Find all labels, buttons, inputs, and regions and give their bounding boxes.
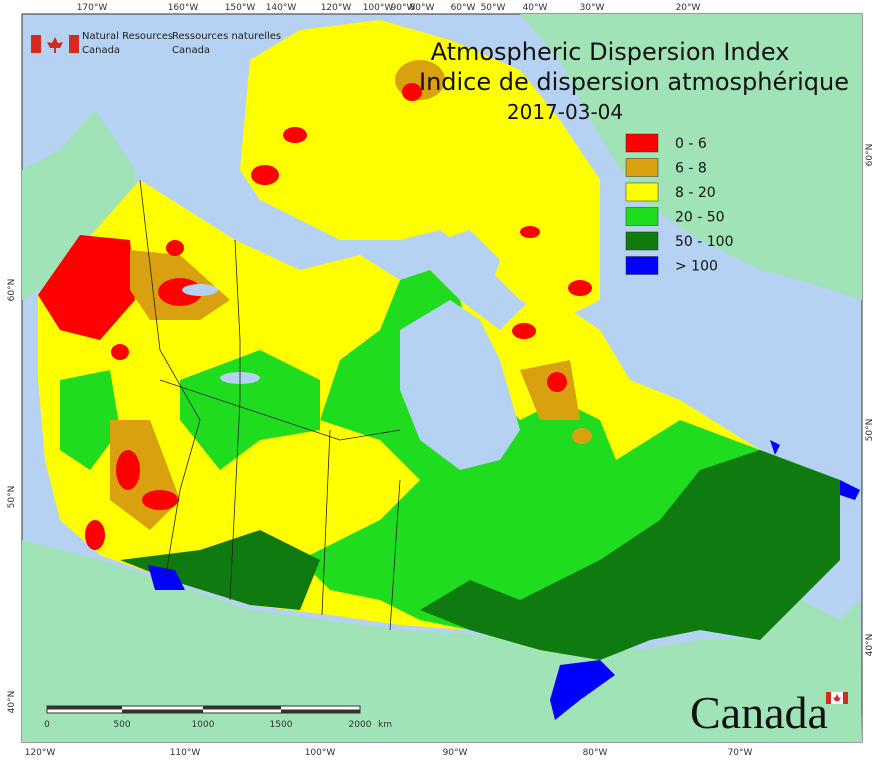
legend-label: 50 - 100 (675, 234, 734, 250)
scale-label: 1000 (192, 720, 215, 730)
graticule-label: 100°W (363, 3, 394, 13)
title-fr: Indice de dispersion atmosphérique (419, 68, 849, 96)
legend-swatch (625, 133, 659, 153)
graticule-label: 160°W (168, 3, 199, 13)
scale-bar (46, 705, 361, 714)
wordmark: Canada (690, 687, 828, 738)
graticule-label: 40°N (865, 634, 875, 657)
graticule-label: 70°W (728, 748, 753, 758)
legend-label: 8 - 20 (675, 185, 716, 201)
legend-swatch (625, 182, 659, 202)
scale-label: 2000 (349, 720, 372, 730)
graticule-label: 100°W (305, 748, 336, 758)
graticule-label: 50°W (481, 3, 506, 13)
legend-label: > 100 (675, 259, 718, 275)
date: 2017-03-04 (507, 100, 623, 124)
boundaries (139, 179, 401, 631)
graticule-label: 120°W (25, 748, 56, 758)
agency-en: Natural Resources (82, 31, 173, 42)
legend-label: 0 - 6 (675, 136, 707, 152)
scale-unit: km (378, 720, 392, 730)
scale-label: 1500 (270, 720, 293, 730)
graticule-label: 150°W (225, 3, 256, 13)
graticule-label: 120°W (321, 3, 352, 13)
scale-label: 0 (44, 720, 50, 730)
legend-swatch (625, 207, 659, 226)
legend-swatch (625, 256, 659, 275)
water-bodies (182, 230, 520, 470)
ndnr-logo (31, 35, 79, 53)
graticule-label: 40°N (7, 691, 17, 714)
agency-fr: Ressources naturelles (172, 31, 281, 42)
land-base (22, 14, 862, 742)
legend-label: 6 - 8 (675, 161, 707, 177)
agency-en: Canada (82, 45, 120, 56)
legend-swatch (625, 158, 659, 177)
graticule-label: 80°W (410, 3, 435, 13)
graticule-label: 50°N (7, 486, 17, 509)
graticule-label: 30°W (580, 3, 605, 13)
graticule-label: 20°W (676, 3, 701, 13)
graticule-label: 60°N (865, 144, 875, 167)
legend-label: 20 - 50 (675, 210, 725, 226)
graticule-label: 60°W (451, 3, 476, 13)
legend-swatch (625, 231, 659, 251)
agency-fr: Canada (172, 45, 210, 56)
graticule-label: 50°N (865, 419, 875, 442)
graticule-label: 90°W (443, 748, 468, 758)
graticule-label: 40°W (523, 3, 548, 13)
graticule-label: 80°W (583, 748, 608, 758)
wordmark-flag (826, 692, 848, 704)
scale-label: 500 (113, 720, 130, 730)
title-en: Atmospheric Dispersion Index (431, 38, 790, 66)
graticule-label: 90°W (391, 3, 416, 13)
graticule-label: 170°W (77, 3, 108, 13)
graticule-label: 60°N (7, 279, 17, 302)
graticule-label: 110°W (170, 748, 201, 758)
graticule-label: 140°W (266, 3, 297, 13)
